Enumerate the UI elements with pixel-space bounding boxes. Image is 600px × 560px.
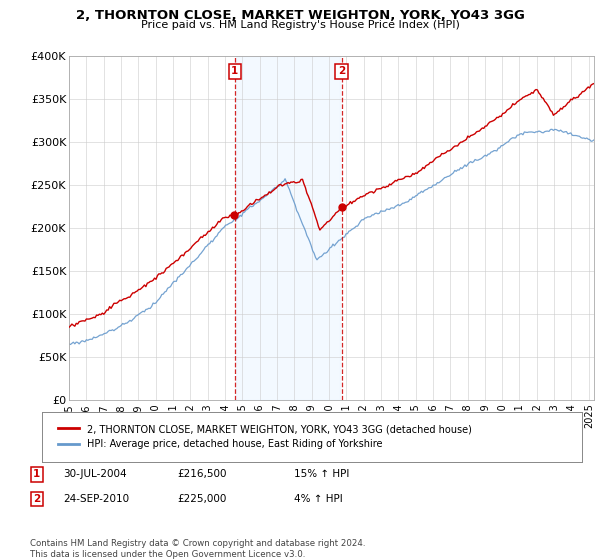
Text: 2, THORNTON CLOSE, MARKET WEIGHTON, YORK, YO43 3GG: 2, THORNTON CLOSE, MARKET WEIGHTON, YORK… xyxy=(76,9,524,22)
Text: 15% ↑ HPI: 15% ↑ HPI xyxy=(294,469,349,479)
Text: Contains HM Land Registry data © Crown copyright and database right 2024.
This d: Contains HM Land Registry data © Crown c… xyxy=(30,539,365,559)
Text: £216,500: £216,500 xyxy=(177,469,227,479)
Text: £225,000: £225,000 xyxy=(177,494,226,504)
Text: 30-JUL-2004: 30-JUL-2004 xyxy=(63,469,127,479)
Text: 4% ↑ HPI: 4% ↑ HPI xyxy=(294,494,343,504)
Text: 1: 1 xyxy=(33,469,40,479)
Text: 2: 2 xyxy=(338,66,345,76)
Text: 2: 2 xyxy=(33,494,40,504)
Legend: 2, THORNTON CLOSE, MARKET WEIGHTON, YORK, YO43 3GG (detached house), HPI: Averag: 2, THORNTON CLOSE, MARKET WEIGHTON, YORK… xyxy=(52,418,478,455)
Text: Price paid vs. HM Land Registry's House Price Index (HPI): Price paid vs. HM Land Registry's House … xyxy=(140,20,460,30)
Text: 1: 1 xyxy=(231,66,238,76)
Text: 24-SEP-2010: 24-SEP-2010 xyxy=(63,494,129,504)
